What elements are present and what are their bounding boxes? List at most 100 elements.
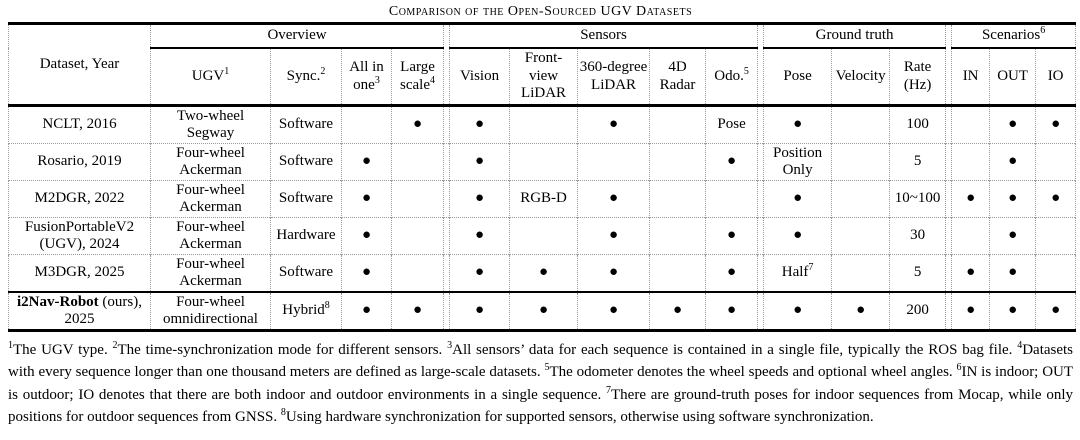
cell-ugv: Four-wheel Ackerman	[150, 254, 271, 292]
cell-velocity	[831, 143, 891, 181]
cell-360-degree-lidar: ●	[577, 291, 651, 331]
cell-velocity: ●	[831, 291, 891, 331]
cell-out: ●	[989, 254, 1037, 292]
col-header-sync: Sync.2	[270, 48, 342, 107]
cell-ugv: Four-wheel Ackerman	[150, 180, 271, 218]
header-group-sensors: Sensors	[449, 23, 759, 49]
cell-all-in-one: ●	[341, 180, 392, 218]
footnote-8: 8Using hardware synchronization for supp…	[280, 407, 874, 426]
cell-odo: ●	[705, 254, 759, 292]
cell-pose: ●	[763, 217, 833, 255]
cell-sync: Software	[270, 180, 342, 218]
cell-velocity	[831, 180, 891, 218]
cell-4d-radar	[649, 180, 707, 218]
cell-odo: ●	[705, 143, 759, 181]
cell-vision: ●	[449, 217, 511, 255]
cell-ugv: Two-wheel Segway	[150, 105, 271, 144]
header-group-scenarios: Scenarios6	[951, 23, 1077, 49]
cell-front-view-lidar	[509, 217, 579, 255]
cell-dataset: Rosario, 2019	[8, 143, 151, 181]
col-header-in: IN	[951, 48, 991, 107]
cell-4d-radar: ●	[649, 291, 707, 331]
table-title: Comparison of the Open-Sourced UGV Datas…	[388, 4, 693, 19]
cell-velocity	[831, 254, 891, 292]
cell-odo: ●	[705, 291, 759, 331]
col-header-velocity: Velocity	[831, 48, 891, 107]
col-header-4d-radar: 4D Radar	[649, 48, 707, 107]
cell-front-view-lidar: ●	[509, 291, 579, 331]
cell-large-scale: ●	[390, 291, 445, 331]
cell-in: ●	[951, 180, 991, 218]
header-columns-row: UGV1 Sync.2 All in one3 Large scale4 Vis…	[9, 48, 1077, 107]
table-row-m2dgr: M2DGR, 2022 Four-wheel Ackerman Software…	[8, 180, 1077, 218]
cell-pose: ●	[763, 180, 833, 218]
cell-odo: ●	[705, 217, 759, 255]
cell-velocity	[831, 217, 891, 255]
cell-io: ●	[1035, 291, 1077, 331]
cell-dataset: M3DGR, 2025	[8, 254, 151, 292]
cell-ugv: Four-wheel omnidirectional	[150, 291, 271, 331]
cell-4d-radar	[649, 105, 707, 144]
cell-io	[1035, 217, 1077, 255]
cell-360-degree-lidar: ●	[577, 105, 651, 144]
cell-odo	[705, 180, 759, 218]
cell-4d-radar	[649, 143, 707, 181]
cell-large-scale: ●	[390, 105, 445, 144]
cell-360-degree-lidar	[577, 143, 651, 181]
cell-4d-radar	[649, 254, 707, 292]
cell-dataset: NCLT, 2016	[8, 105, 151, 144]
cell-out: ●	[989, 143, 1037, 181]
footnote-1: 1The UGV type.	[8, 340, 108, 359]
cell-io	[1035, 143, 1077, 181]
cell-vision: ●	[449, 291, 511, 331]
cell-vision: ●	[449, 180, 511, 218]
cell-sync: Hardware	[270, 217, 342, 255]
cell-dataset: M2DGR, 2022	[8, 180, 151, 218]
footnote-6: 6IN is indoor; OUT is outdoor; IO denote…	[8, 362, 1074, 403]
table-row-rosario: Rosario, 2019 Four-wheel Ackerman Softwa…	[8, 143, 1077, 181]
col-header-front-view-lidar: Front-view LiDAR	[509, 48, 579, 107]
col-header-ugv: UGV1	[150, 48, 271, 107]
col-header-io: IO	[1035, 48, 1077, 107]
cell-pose: ●	[763, 105, 833, 144]
cell-io	[1035, 254, 1077, 292]
datasets-table: Dataset, Year Overview Sensors Ground tr…	[8, 22, 1077, 332]
cell-dataset: FusionPortableV2 (UGV), 2024	[8, 217, 151, 255]
cell-in	[951, 143, 991, 181]
cell-all-in-one	[341, 105, 392, 144]
col-header-360-degree-lidar: 360-degree LiDAR	[577, 48, 651, 107]
cell-front-view-lidar	[509, 143, 579, 181]
cell-large-scale	[390, 217, 445, 255]
cell-vision: ●	[449, 143, 511, 181]
header-group-overview: Overview	[149, 23, 445, 49]
cell-rate: 5	[889, 254, 947, 292]
cell-rate: 5	[889, 143, 947, 181]
header-group-row: Dataset, Year Overview Sensors Ground tr…	[8, 23, 1077, 107]
cell-vision: ●	[449, 105, 511, 144]
cell-front-view-lidar: RGB-D	[509, 180, 579, 218]
cell-all-in-one: ●	[341, 291, 392, 331]
cell-rate: 30	[889, 217, 947, 255]
cell-out: ●	[989, 291, 1037, 331]
col-header-large-scale: Large scale4	[390, 48, 445, 107]
cell-sync: Hybrid8	[270, 291, 342, 331]
cell-front-view-lidar	[509, 105, 579, 144]
cell-pose: Position Only	[763, 143, 833, 181]
cell-out: ●	[989, 105, 1037, 144]
cell-in	[951, 105, 991, 144]
header-group-ground-truth: Ground truth	[763, 23, 947, 49]
cell-io: ●	[1035, 105, 1077, 144]
cell-large-scale	[390, 254, 445, 292]
cell-4d-radar	[649, 217, 707, 255]
col-header-rate-hz: Rate (Hz)	[889, 48, 947, 107]
footnote-4: 4Datasets with every sequence longer tha…	[8, 340, 1074, 381]
table-row-m3dgr: M3DGR, 2025 Four-wheel Ackerman Software…	[8, 254, 1077, 292]
cell-rate: 10~100	[889, 180, 947, 218]
footnote-7: 7There are ground-truth poses for indoor…	[8, 384, 1073, 426]
col-header-vision: Vision	[449, 48, 511, 107]
cell-360-degree-lidar: ●	[577, 217, 651, 255]
page: Comparison of the Open-Sourced UGV Datas…	[8, 4, 1077, 426]
cell-rate: 200	[889, 291, 947, 331]
table-row-fusionportablev2: FusionPortableV2 (UGV), 2024 Four-wheel …	[8, 217, 1077, 255]
cell-velocity	[831, 105, 891, 144]
